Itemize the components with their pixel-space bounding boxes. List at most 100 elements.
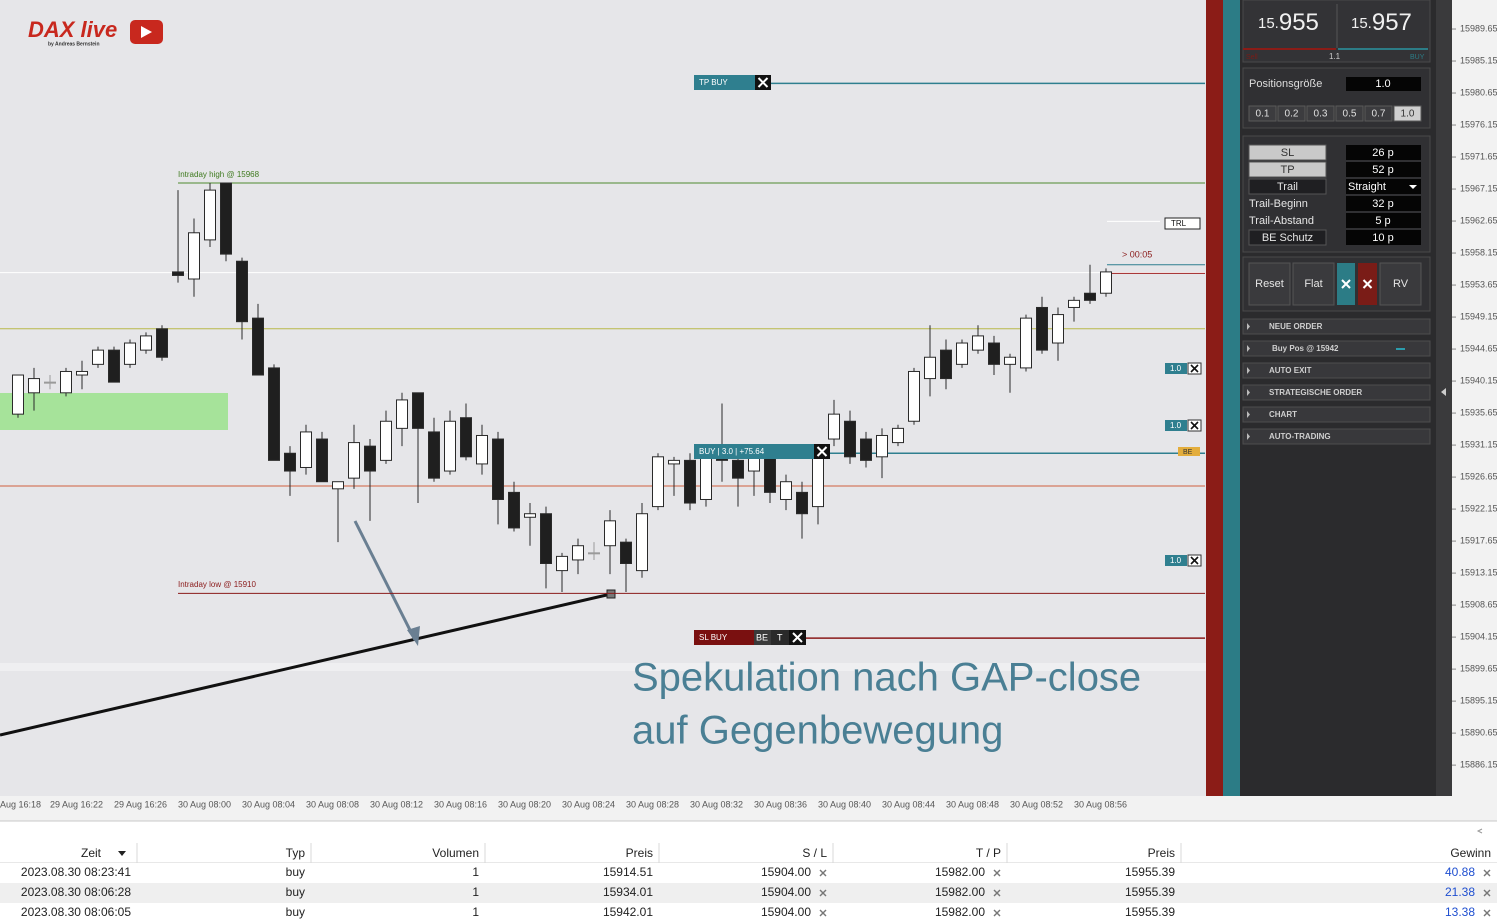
trl-tag[interactable]	[1164, 217, 1201, 230]
setting-button[interactable]	[1248, 178, 1327, 195]
table-cell: 15955.39	[1125, 885, 1175, 899]
section-title: STRATEGISCHE ORDER	[1269, 388, 1362, 397]
quote-price[interactable]: 15.955	[1258, 9, 1319, 36]
sl-t-button[interactable]	[771, 630, 789, 645]
section-header[interactable]	[1242, 340, 1431, 357]
collapse-arrow[interactable]	[1441, 388, 1446, 396]
candle-body	[828, 413, 840, 440]
table-row[interactable]	[0, 883, 1497, 903]
setting-input[interactable]	[1346, 145, 1421, 160]
close-icon[interactable]	[819, 869, 827, 877]
logo-title: DAX live	[28, 17, 117, 42]
close-icon[interactable]	[816, 446, 828, 457]
setting-input[interactable]	[1346, 230, 1421, 245]
section-header[interactable]	[1242, 406, 1431, 423]
section-arrow	[1247, 367, 1250, 374]
buy-tag[interactable]	[694, 444, 814, 459]
close-icon[interactable]	[1190, 556, 1199, 565]
close-icon-stroke	[993, 909, 1001, 917]
close-icon[interactable]	[1190, 364, 1199, 373]
tp-buy-tag[interactable]	[694, 75, 755, 90]
candle-body	[524, 513, 536, 518]
close-icon[interactable]	[1483, 889, 1491, 897]
table-row[interactable]	[0, 903, 1497, 921]
setting-button[interactable]	[1248, 161, 1327, 178]
quote-prefix: 15.	[1351, 15, 1372, 32]
section-title: CHART	[1269, 410, 1297, 419]
size-button[interactable]	[1335, 105, 1364, 122]
setting-input[interactable]	[1346, 196, 1421, 211]
scroll-arrow[interactable]	[1476, 828, 1483, 834]
position-input[interactable]	[1346, 77, 1421, 91]
close-icon[interactable]	[819, 909, 827, 917]
close-icon[interactable]	[1483, 909, 1491, 917]
candle-body	[1052, 314, 1064, 344]
candle-body	[332, 481, 344, 490]
section-header[interactable]	[1242, 384, 1431, 401]
candle-body	[908, 370, 920, 422]
action-button[interactable]	[1379, 262, 1422, 306]
section-header[interactable]	[1242, 318, 1431, 335]
size-button[interactable]	[1306, 105, 1335, 122]
action-button[interactable]	[1248, 262, 1291, 306]
be-tag[interactable]	[1178, 447, 1200, 456]
close-icon[interactable]	[993, 869, 1001, 877]
candle-body	[1084, 292, 1096, 301]
candle-body	[364, 445, 376, 472]
qty-tag[interactable]	[1165, 420, 1187, 431]
sl-be-button[interactable]	[754, 630, 771, 645]
size-button[interactable]	[1393, 105, 1422, 122]
candle-body	[140, 335, 152, 351]
trend-handle[interactable]	[606, 589, 616, 599]
qty-tag[interactable]	[1165, 363, 1187, 374]
setting-button[interactable]	[1248, 229, 1327, 246]
candle-body	[620, 541, 632, 564]
setting-input[interactable]	[1346, 162, 1421, 177]
table-cell: 15982.00	[935, 865, 985, 879]
table-cell: 2023.08.30 08:23:41	[21, 865, 131, 879]
trl-text: TRL	[1171, 219, 1187, 228]
table-cell: 15955.39	[1125, 905, 1175, 919]
arrow-head	[407, 626, 420, 646]
qty-tag[interactable]	[1165, 555, 1187, 566]
close-icon[interactable]	[1190, 421, 1199, 430]
setting-value: 10 p	[1372, 232, 1393, 244]
sl-buy-tag[interactable]	[694, 630, 754, 645]
candle-body	[204, 189, 216, 241]
section-header[interactable]	[1242, 362, 1431, 379]
candle-body	[940, 349, 952, 380]
candle-body	[700, 456, 712, 500]
section-header[interactable]	[1242, 428, 1431, 445]
table-header: Typ	[286, 846, 306, 860]
candle-body	[492, 438, 504, 500]
close-icon[interactable]	[757, 77, 769, 88]
close-icon-stroke	[1190, 556, 1199, 565]
size-button[interactable]	[1277, 105, 1306, 122]
close-icon[interactable]	[993, 909, 1001, 917]
setting-input[interactable]	[1346, 179, 1421, 194]
size-button[interactable]	[1364, 105, 1393, 122]
candle-body	[956, 342, 968, 365]
candle-body	[1036, 306, 1048, 351]
candle-body	[316, 438, 328, 483]
close-icon[interactable]	[1483, 869, 1491, 877]
candle-body	[124, 342, 136, 365]
quote-main: 957	[1372, 9, 1412, 36]
close-icon[interactable]	[993, 889, 1001, 897]
action-button[interactable]	[1292, 262, 1335, 306]
setting-input[interactable]	[1346, 213, 1421, 228]
setting-button[interactable]	[1248, 144, 1327, 161]
close-icon-stroke	[757, 77, 769, 88]
table-cell: buy	[286, 865, 305, 879]
close-icon[interactable]	[1362, 279, 1373, 289]
setting-label: Trail-Abstand	[1249, 215, 1314, 227]
quote-price[interactable]: 15.957	[1351, 9, 1412, 36]
size-button[interactable]	[1248, 105, 1277, 122]
table-cell: buy	[286, 905, 305, 919]
close-icon[interactable]	[1341, 279, 1351, 289]
close-icon[interactable]	[792, 632, 803, 643]
close-icon[interactable]	[819, 889, 827, 897]
x-tick-label: 29 Aug 16:26	[114, 799, 167, 809]
table-row[interactable]	[0, 863, 1497, 883]
